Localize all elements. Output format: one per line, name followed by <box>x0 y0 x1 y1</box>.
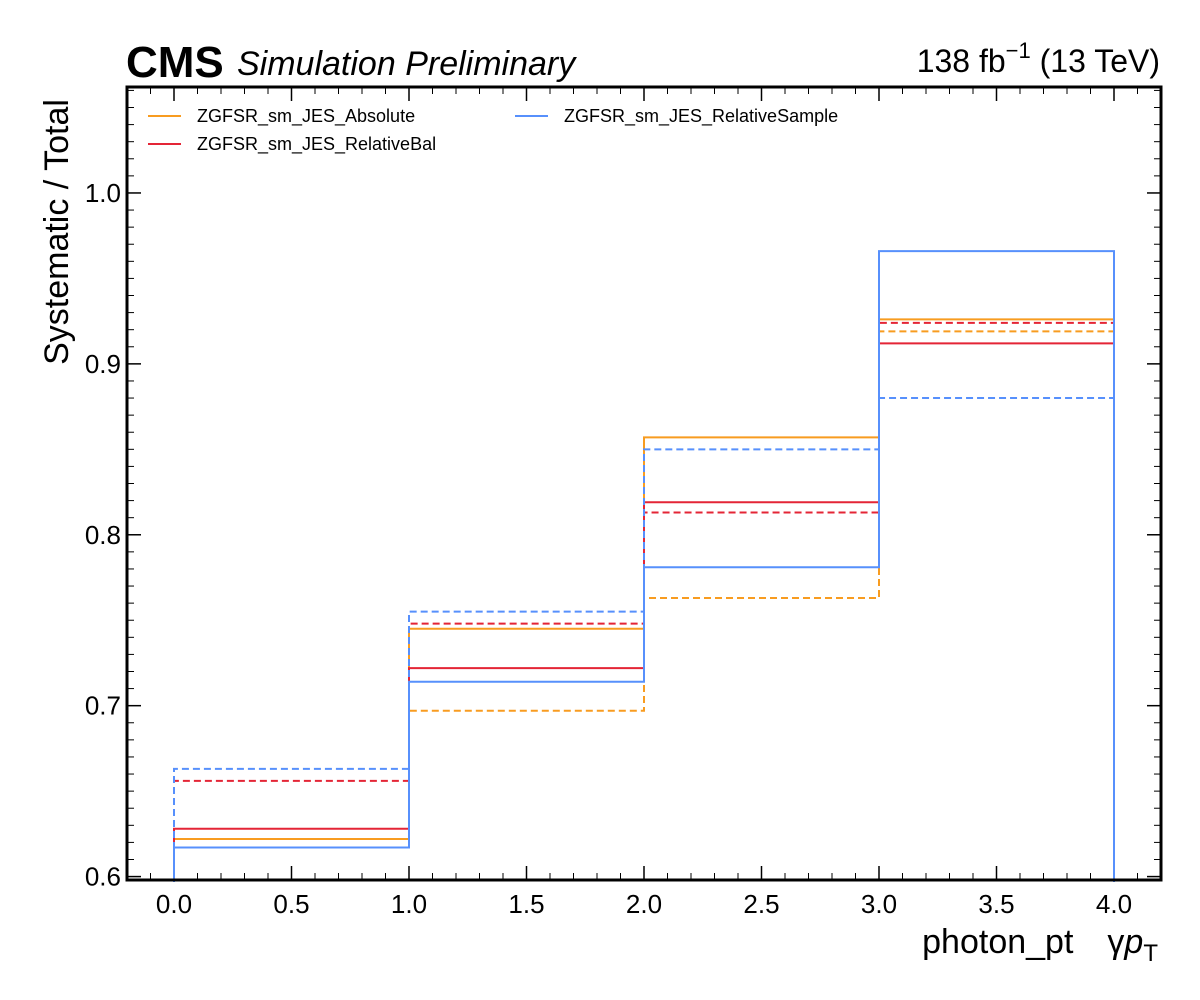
x-tick-label: 4.0 <box>1096 889 1132 919</box>
x-axis-label-sub: T <box>1143 940 1158 967</box>
x-tick-label: 1.5 <box>508 889 544 919</box>
x-tick-label: 0.5 <box>273 889 309 919</box>
x-axis-label-p: p <box>1123 923 1143 961</box>
lumi-energy: (13 TeV) <box>1031 43 1160 79</box>
legend-entry-label: ZGFSR_sm_JES_Absolute <box>197 106 415 127</box>
y-tick-label: 0.6 <box>85 862 121 892</box>
x-axis-label-main: photon_pt <box>922 923 1074 961</box>
y-axis-label: Systematic / Total <box>38 99 76 365</box>
experiment-label: CMS <box>126 38 224 87</box>
x-axis-label-symbol: γ <box>1107 923 1124 961</box>
plot-frame <box>125 85 1163 882</box>
legend-entry-label: ZGFSR_sm_JES_RelativeSample <box>564 106 838 127</box>
x-tick-label: 1.0 <box>391 889 427 919</box>
y-tick-label: 0.8 <box>85 520 121 550</box>
y-tick-label: 0.7 <box>85 691 121 721</box>
x-tick-label: 2.0 <box>626 889 662 919</box>
lumi-exponent: −1 <box>1006 38 1031 63</box>
y-tick-label: 1.0 <box>85 178 121 208</box>
axes: 0.0 0.5 1.0 1.5 2.0 2.5 3.0 3.5 4.0 0.6 0.7 0.8 0.9 1… <box>85 87 1161 919</box>
x-tick-label: 3.0 <box>861 889 897 919</box>
y-tick-label: 0.9 <box>85 349 121 379</box>
luminosity-label: 138 fb−1 (13 TeV) <box>917 38 1160 79</box>
x-tick-label: 3.5 <box>978 889 1014 919</box>
x-tick-label: 0.0 <box>156 889 192 919</box>
status-label: Simulation Preliminary <box>237 45 577 83</box>
legend: ZGFSR_sm_JES_Absolute ZGFSR_sm_JES_Relati… <box>148 106 838 155</box>
x-tick-label: 2.5 <box>743 889 779 919</box>
x-axis-label: photon_pt γpT <box>922 923 1158 967</box>
series-layer <box>173 250 1115 882</box>
series-step-solid <box>173 250 1115 882</box>
lumi-value: 138 fb <box>917 43 1006 79</box>
legend-entry-label: ZGFSR_sm_JES_RelativeBal <box>197 134 436 155</box>
